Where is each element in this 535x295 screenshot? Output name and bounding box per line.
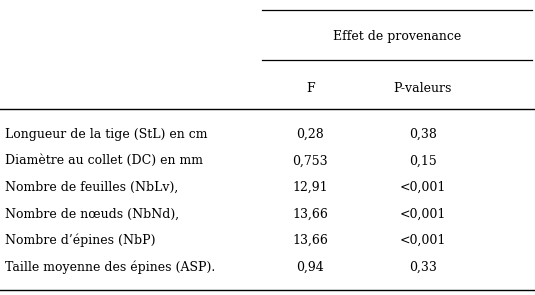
Text: 13,66: 13,66 bbox=[292, 207, 328, 220]
Text: P-valeurs: P-valeurs bbox=[393, 82, 452, 95]
Text: 0,28: 0,28 bbox=[296, 128, 324, 141]
Text: Taille moyenne des épines (ASP).: Taille moyenne des épines (ASP). bbox=[5, 260, 216, 274]
Text: Nombre de feuilles (NbLv),: Nombre de feuilles (NbLv), bbox=[5, 181, 179, 194]
Text: Nombre d’épines (NbP): Nombre d’épines (NbP) bbox=[5, 234, 156, 247]
Text: 0,94: 0,94 bbox=[296, 260, 324, 273]
Text: Nombre de nœuds (NbNd),: Nombre de nœuds (NbNd), bbox=[5, 207, 179, 220]
Text: 0,38: 0,38 bbox=[409, 128, 437, 141]
Text: <0,001: <0,001 bbox=[400, 181, 446, 194]
Text: F: F bbox=[306, 82, 315, 95]
Text: 0,753: 0,753 bbox=[293, 154, 328, 167]
Text: Longueur de la tige (StL) en cm: Longueur de la tige (StL) en cm bbox=[5, 128, 208, 141]
Text: Effet de provenance: Effet de provenance bbox=[333, 30, 461, 43]
Text: 13,66: 13,66 bbox=[292, 234, 328, 247]
Text: 12,91: 12,91 bbox=[293, 181, 328, 194]
Text: <0,001: <0,001 bbox=[400, 234, 446, 247]
Text: Diamètre au collet (DC) en mm: Diamètre au collet (DC) en mm bbox=[5, 154, 203, 167]
Text: 0,33: 0,33 bbox=[409, 260, 437, 273]
Text: <0,001: <0,001 bbox=[400, 207, 446, 220]
Text: 0,15: 0,15 bbox=[409, 154, 437, 167]
